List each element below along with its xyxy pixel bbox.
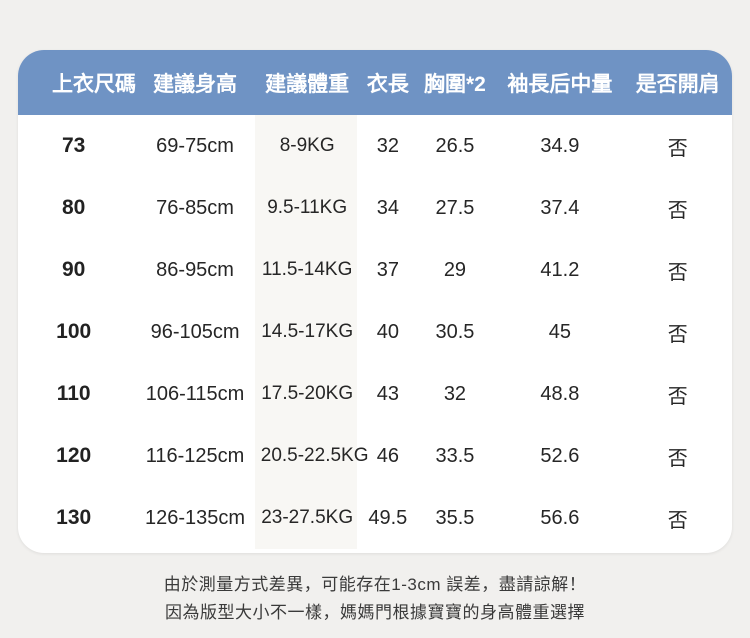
cell-open-shoulder: 否 [667, 199, 688, 222]
cell-length: 49.5 [368, 506, 408, 529]
cell-length: 32 [376, 134, 399, 157]
cell-length: 46 [376, 444, 399, 467]
cell-open-shoulder: 否 [667, 447, 688, 470]
table-row: 110 106-115cm 17.5-20KG 43 32 48.8 否 [18, 363, 732, 425]
cell-sleeve: 45 [548, 320, 572, 343]
cell-height: 96-105cm [150, 320, 240, 343]
note-line-1: 由於測量方式差異，可能存在1-3cm 誤差，盡請諒解！ [163, 575, 587, 594]
header-chest-x2: 胸圍*2 [424, 72, 486, 96]
cell-sleeve: 34.9 [540, 134, 580, 157]
cell-size: 73 [62, 134, 86, 157]
cell-weight: 20.5-22.5KG [260, 445, 369, 466]
cell-sleeve: 56.6 [540, 506, 580, 529]
header-garment-length: 衣長 [366, 72, 409, 96]
cell-sleeve: 52.6 [540, 444, 580, 467]
cell-height: 106-115cm [145, 382, 245, 405]
table-row: 80 76-85cm 9.5-11KG 34 27.5 37.4 否 [18, 177, 732, 239]
header-sleeve-back-length: 袖長后中量 [507, 72, 613, 96]
cell-size: 120 [56, 444, 92, 467]
cell-height: 126-135cm [145, 506, 246, 529]
cell-size: 80 [62, 196, 86, 219]
cell-length: 43 [376, 382, 399, 405]
cell-sleeve: 37.4 [540, 196, 580, 219]
cell-size: 110 [56, 382, 91, 405]
cell-chest: 29 [443, 258, 467, 281]
header-suggested-weight: 建議體重 [265, 72, 350, 96]
cell-sleeve: 48.8 [540, 382, 580, 405]
cell-size: 90 [62, 258, 86, 281]
table-row: 73 69-75cm 8-9KG 32 26.5 34.9 否 [18, 115, 732, 177]
cell-weight: 23-27.5KG [261, 507, 354, 528]
header-top-size: 上衣尺碼 [52, 72, 136, 96]
cell-open-shoulder: 否 [667, 385, 688, 408]
cell-height: 116-125cm [145, 444, 245, 467]
cell-chest: 35.5 [435, 506, 475, 529]
cell-length: 37 [376, 258, 399, 281]
cell-size: 130 [56, 506, 92, 529]
table-row: 130 126-135cm 23-27.5KG 49.5 35.5 56.6 否 [18, 487, 732, 549]
cell-weight: 17.5-20KG [261, 383, 354, 404]
table-row: 90 86-95cm 11.5-14KG 37 29 41.2 否 [18, 239, 732, 301]
cell-weight: 9.5-11KG [267, 197, 348, 218]
header-suggested-height: 建議身高 [153, 72, 238, 96]
cell-open-shoulder: 否 [667, 261, 688, 284]
table-row: 100 96-105cm 14.5-17KG 40 30.5 45 否 [18, 301, 732, 363]
header-open-shoulder: 是否開肩 [635, 72, 720, 96]
cell-open-shoulder: 否 [667, 137, 688, 160]
cell-height: 69-75cm [156, 134, 234, 157]
cell-height: 76-85cm [156, 196, 234, 219]
cell-weight: 11.5-14KG [261, 259, 353, 280]
cell-open-shoulder: 否 [667, 323, 688, 346]
cell-height: 86-95cm [156, 258, 234, 281]
cell-sleeve: 41.2 [540, 258, 580, 281]
cell-length: 34 [376, 196, 399, 219]
cell-weight: 8-9KG [279, 135, 335, 156]
cell-chest: 26.5 [435, 134, 475, 157]
measurement-notes: 由於測量方式差異，可能存在1-3cm 誤差，盡請諒解！ 因為版型大小不一樣，媽媽… [0, 571, 750, 627]
size-chart-header-row: 上衣尺碼 建議身高 建議體重 衣長 胸圍*2 袖長后中量 是否開肩 [18, 50, 732, 115]
cell-chest: 33.5 [435, 444, 475, 467]
cell-chest: 32 [443, 382, 467, 405]
cell-weight: 14.5-17KG [261, 321, 354, 342]
note-line-2: 因為版型大小不一樣，媽媽門根據寶寶的身高體重選擇 [165, 603, 585, 622]
cell-open-shoulder: 否 [667, 509, 688, 532]
cell-size: 100 [56, 320, 92, 343]
size-chart-card: 上衣尺碼 建議身高 建議體重 衣長 胸圍*2 袖長后中量 是否開肩 73 69-… [18, 50, 732, 553]
table-row: 120 116-125cm 20.5-22.5KG 46 33.5 52.6 否 [18, 425, 732, 487]
cell-chest: 27.5 [435, 196, 475, 219]
weight-column-band [255, 115, 357, 549]
cell-chest: 30.5 [435, 320, 475, 343]
size-chart-body: 73 69-75cm 8-9KG 32 26.5 34.9 否 80 76-85… [18, 115, 732, 549]
cell-length: 40 [376, 320, 399, 343]
